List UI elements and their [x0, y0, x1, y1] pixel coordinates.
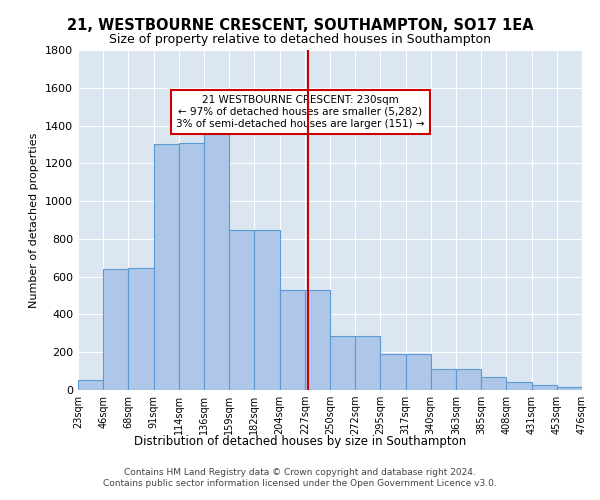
- Bar: [179, 142, 204, 390]
- Text: Contains HM Land Registry data © Crown copyright and database right 2024.
Contai: Contains HM Land Registry data © Crown c…: [103, 468, 497, 487]
- Bar: [330, 336, 355, 390]
- Text: 21, WESTBOURNE CRESCENT, SOUTHAMPTON, SO17 1EA: 21, WESTBOURNE CRESCENT, SOUTHAMPTON, SO…: [67, 18, 533, 32]
- Bar: [456, 369, 481, 390]
- Bar: [78, 380, 103, 390]
- Bar: [406, 354, 431, 390]
- Bar: [229, 230, 254, 390]
- Bar: [305, 290, 330, 390]
- Bar: [128, 268, 154, 390]
- Bar: [532, 386, 557, 390]
- Bar: [380, 354, 406, 390]
- Text: 21 WESTBOURNE CRESCENT: 230sqm
← 97% of detached houses are smaller (5,282)
3% o: 21 WESTBOURNE CRESCENT: 230sqm ← 97% of …: [176, 96, 425, 128]
- Bar: [103, 269, 128, 390]
- Bar: [557, 387, 582, 390]
- Bar: [280, 290, 305, 390]
- Y-axis label: Number of detached properties: Number of detached properties: [29, 132, 40, 308]
- Bar: [355, 336, 380, 390]
- Bar: [506, 382, 532, 390]
- Text: Distribution of detached houses by size in Southampton: Distribution of detached houses by size …: [134, 435, 466, 448]
- Bar: [254, 230, 280, 390]
- Bar: [431, 369, 456, 390]
- Bar: [204, 131, 229, 390]
- Bar: [154, 144, 179, 390]
- Text: Size of property relative to detached houses in Southampton: Size of property relative to detached ho…: [109, 32, 491, 46]
- Bar: [481, 377, 506, 390]
